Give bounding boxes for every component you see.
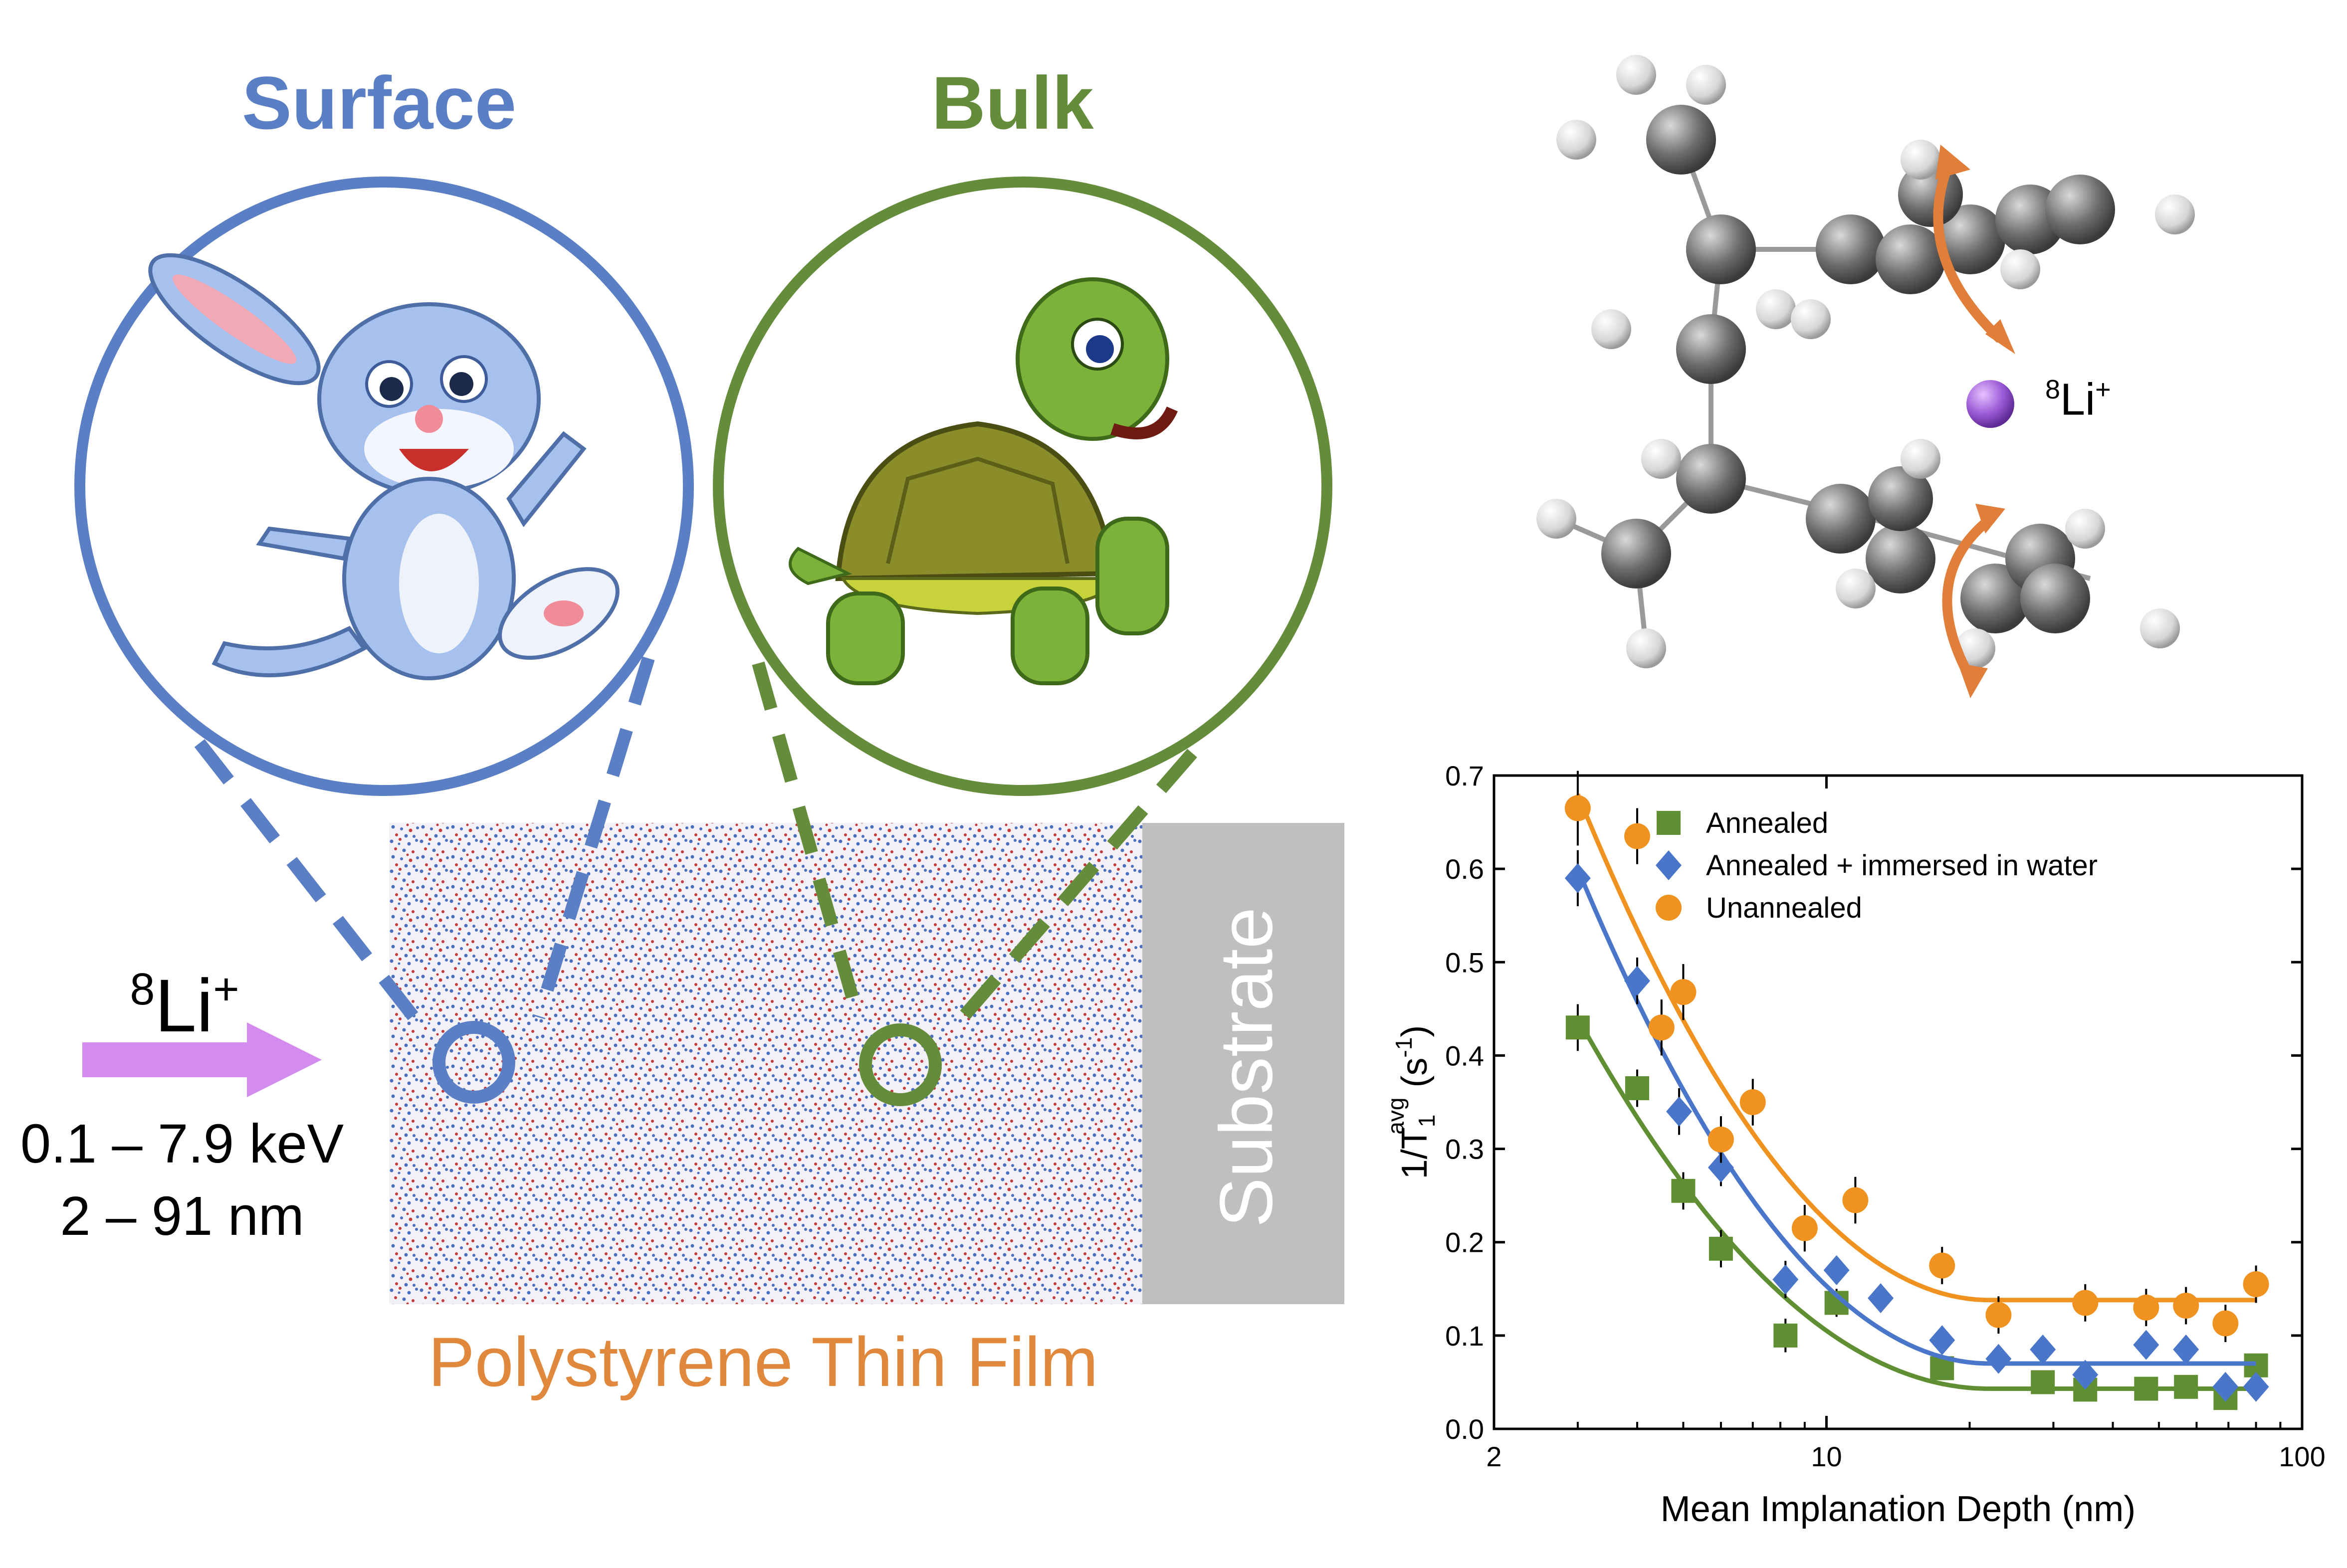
surface-label: Surface [241, 61, 517, 145]
molecule-icon [1536, 55, 2195, 698]
bulk-zoom-line-right [958, 749, 1197, 1022]
plot-frame [1493, 774, 2304, 1430]
legend-marker [1656, 895, 1682, 921]
data-point [1773, 1323, 1798, 1348]
data-point [1666, 1096, 1693, 1127]
data-point [1670, 979, 1697, 1005]
fit-curve [1575, 868, 2256, 1366]
data-point [1564, 795, 1591, 821]
data-point [2174, 1374, 2198, 1399]
data-point [1739, 1089, 1766, 1115]
data-point [1823, 1255, 1850, 1285]
y-tick-label: 0.5 [1445, 947, 1484, 978]
turtle-icon [789, 277, 1178, 685]
polystyrene-film [389, 823, 1142, 1304]
legend-label: Annealed + immersed in water [1706, 849, 2098, 882]
surface-zoom-circle [74, 177, 694, 796]
bulk-label: Bulk [931, 61, 1094, 145]
data-point [1707, 1153, 1734, 1182]
data-point [1564, 863, 1591, 893]
data-point [1985, 1344, 2012, 1374]
surface-zoom-line-left [194, 739, 420, 1022]
data-point [1929, 1252, 1955, 1279]
ion-beam-arrow [82, 1022, 322, 1097]
data-point [2173, 1334, 2199, 1365]
molecule-li-charge: + [2095, 375, 2111, 404]
molecule-li-label: 8Li+ [2045, 374, 2111, 425]
y-tick-label: 0.3 [1445, 1134, 1484, 1165]
data-point [2134, 1376, 2158, 1401]
data-point [2133, 1294, 2159, 1321]
x-tick-label: 2 [1486, 1441, 1501, 1472]
y-tick-label: 0.0 [1445, 1413, 1484, 1445]
surface-zoom-line-right [532, 656, 655, 1019]
molecule-li-mass: 8 [2045, 375, 2061, 404]
substrate-block [1142, 823, 1344, 1304]
bulk-implant-loop [859, 1023, 942, 1106]
x-tick-label: 10 [1811, 1441, 1842, 1472]
data-point [2072, 1290, 2099, 1316]
relaxation-chart: 0.0 0.1 0.2 0.3 0.4 0.5 0.6 0.7 2 10 100 Annealed A… [1387, 760, 2326, 1529]
ion-label: 8Li+ [85, 963, 284, 1049]
data-point [2030, 1334, 2056, 1365]
fit-curve [1575, 1017, 2256, 1391]
y-tick-label: 0.4 [1445, 1040, 1484, 1071]
film-label: Polystyrene Thin Film [428, 1323, 1098, 1401]
data-point [1868, 1283, 1894, 1313]
bulk-zoom-circle [713, 177, 1332, 796]
ion-base: Li [155, 964, 213, 1047]
ion-charge: + [213, 965, 239, 1014]
data-point [1842, 1187, 1869, 1213]
data-point [2133, 1330, 2159, 1360]
data-point [2212, 1310, 2239, 1337]
legend-label: Unannealed [1706, 892, 1862, 924]
lithium-ion-icon [1966, 380, 2014, 428]
data-point [1985, 1302, 2012, 1328]
y-tick-label: 0.6 [1445, 853, 1484, 885]
x-tick-label: 100 [2279, 1441, 2325, 1472]
data-point [1707, 1126, 1734, 1153]
rabbit-icon [148, 253, 620, 680]
legend-label: Annealed [1706, 807, 1828, 839]
data-point [1624, 966, 1651, 996]
legend-marker [1656, 850, 1682, 880]
data-point [2243, 1372, 2269, 1402]
rotation-arrow-top [1933, 145, 2015, 354]
y-tick-label: 0.2 [1445, 1227, 1484, 1258]
data-point [2243, 1271, 2269, 1297]
data-point [2173, 1292, 2199, 1319]
schematic: Substrate [74, 177, 1344, 1304]
y-axis-label: 1/T1avg (s-1) [1387, 1025, 1440, 1179]
data-point [1624, 823, 1651, 849]
data-point [1791, 1215, 1818, 1241]
molecule-carbons [1601, 105, 2115, 633]
data-point [1772, 1264, 1799, 1295]
data-point [1671, 1178, 1696, 1203]
legend-marker [1657, 811, 1681, 835]
data-point [1648, 1014, 1675, 1041]
surface-implant-loop [432, 1021, 515, 1104]
data-point [2212, 1372, 2239, 1402]
data-point [1929, 1325, 1955, 1356]
x-axis-label: Mean Implanation Depth (nm) [1661, 1489, 2135, 1529]
substrate-label: Substrate [1204, 907, 1288, 1227]
data-point [1708, 1236, 1733, 1261]
y-tick-label: 0.7 [1445, 760, 1484, 791]
molecule-hydrogens [1536, 55, 2195, 668]
y-tick-label: 0.1 [1445, 1320, 1484, 1352]
depth-range: 2 – 91 nm [60, 1185, 304, 1247]
rotation-arrow-bottom [1942, 504, 2005, 698]
energy-range: 0.1 – 7.9 keV [20, 1113, 344, 1175]
data-point [2031, 1370, 2055, 1394]
ion-mass: 8 [130, 965, 155, 1014]
bulk-zoom-line-left [752, 661, 864, 1019]
data-point [1625, 1076, 1650, 1100]
molecule-li-base: Li [2060, 375, 2096, 425]
data-point [2072, 1360, 2099, 1390]
data-point [1565, 1015, 1590, 1040]
